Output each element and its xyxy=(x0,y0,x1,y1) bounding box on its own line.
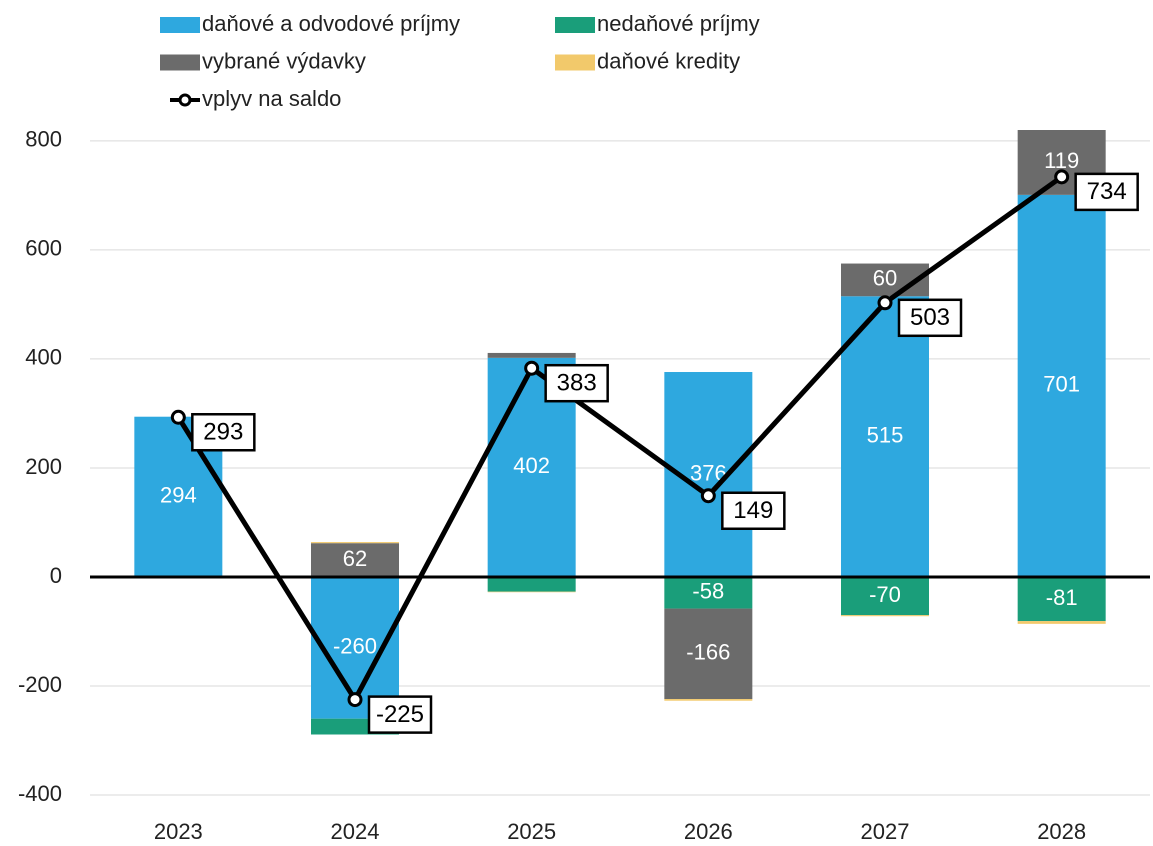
y-tick-label: 600 xyxy=(25,236,62,261)
bar xyxy=(664,608,753,700)
data-label-box xyxy=(367,695,433,734)
data-label: 119 xyxy=(1044,148,1079,173)
legend-label: daňové a odvodové príjmy xyxy=(202,11,460,36)
bar xyxy=(841,576,929,616)
legend-swatch xyxy=(555,54,595,71)
data-label: 503 xyxy=(910,304,950,331)
line xyxy=(176,174,1064,703)
legend-marker xyxy=(178,93,192,107)
legend-swatch xyxy=(160,54,200,71)
bar xyxy=(487,591,576,593)
bar xyxy=(487,352,576,358)
legend-label: vybrané výdavky xyxy=(202,48,366,73)
data-label: -260 xyxy=(333,634,377,659)
data-label: -58 xyxy=(692,579,724,604)
line-marker xyxy=(1054,169,1070,185)
data-label: 149 xyxy=(733,497,773,524)
bar xyxy=(311,542,399,544)
y-tick-label: 0 xyxy=(50,563,62,588)
bar xyxy=(664,576,753,609)
data-label-box xyxy=(1074,172,1139,212)
y-tick-label: -200 xyxy=(18,672,62,697)
legend-label: daňové kredity xyxy=(597,48,740,73)
y-tick-label: 800 xyxy=(25,127,62,152)
data-label: 383 xyxy=(557,370,597,397)
bar xyxy=(311,543,399,577)
data-label: 402 xyxy=(513,453,550,478)
line-marker xyxy=(700,488,716,504)
x-tick-label: 2027 xyxy=(861,819,910,844)
data-label-box xyxy=(721,491,786,530)
bar xyxy=(1017,194,1106,577)
bar xyxy=(841,296,929,577)
data-label: -166 xyxy=(686,640,730,665)
data-label: -81 xyxy=(1046,585,1078,610)
data-label: -70 xyxy=(869,582,901,607)
bar xyxy=(841,615,929,617)
data-label: 62 xyxy=(343,546,367,571)
x-tick-label: 2024 xyxy=(331,819,380,844)
line-marker xyxy=(347,692,363,708)
data-label-box xyxy=(544,363,609,403)
data-label: 60 xyxy=(873,266,897,291)
bar xyxy=(487,576,576,592)
bar xyxy=(1017,621,1106,624)
y-tick-label: 200 xyxy=(25,454,62,479)
line-marker xyxy=(170,409,186,425)
data-label: 734 xyxy=(1087,178,1127,205)
legend-label: nedaňové príjmy xyxy=(597,11,760,36)
bar xyxy=(664,699,753,701)
data-label-box xyxy=(191,413,256,452)
line-marker xyxy=(877,295,893,311)
data-label: 293 xyxy=(203,419,243,446)
data-label: 515 xyxy=(867,422,904,447)
y-tick-label: -400 xyxy=(18,781,62,806)
legend-swatch xyxy=(160,17,200,33)
legend-swatch xyxy=(555,17,595,33)
bar xyxy=(1017,576,1106,622)
data-label: 701 xyxy=(1043,372,1080,397)
data-label-box xyxy=(897,298,963,338)
x-tick-label: 2028 xyxy=(1037,819,1086,844)
data-label: 294 xyxy=(160,483,197,508)
data-label: -225 xyxy=(376,701,424,728)
legend-label: vplyv na saldo xyxy=(202,86,341,111)
x-tick-label: 2025 xyxy=(507,819,556,844)
line-marker xyxy=(524,360,540,376)
x-tick-label: 2023 xyxy=(154,819,203,844)
x-tick-label: 2026 xyxy=(684,819,733,844)
y-tick-label: 400 xyxy=(25,345,62,370)
